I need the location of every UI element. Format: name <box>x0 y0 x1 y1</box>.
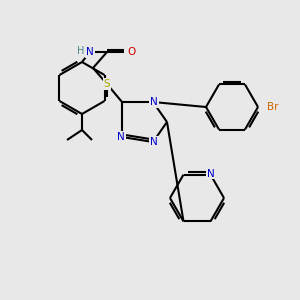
Text: N: N <box>150 97 158 107</box>
Text: N: N <box>117 132 125 142</box>
Text: H: H <box>77 46 85 56</box>
Text: S: S <box>104 79 110 89</box>
Text: O: O <box>127 47 135 57</box>
Text: Br: Br <box>267 102 278 112</box>
Text: N: N <box>207 169 214 178</box>
Text: N: N <box>150 137 158 147</box>
Text: N: N <box>86 47 94 57</box>
